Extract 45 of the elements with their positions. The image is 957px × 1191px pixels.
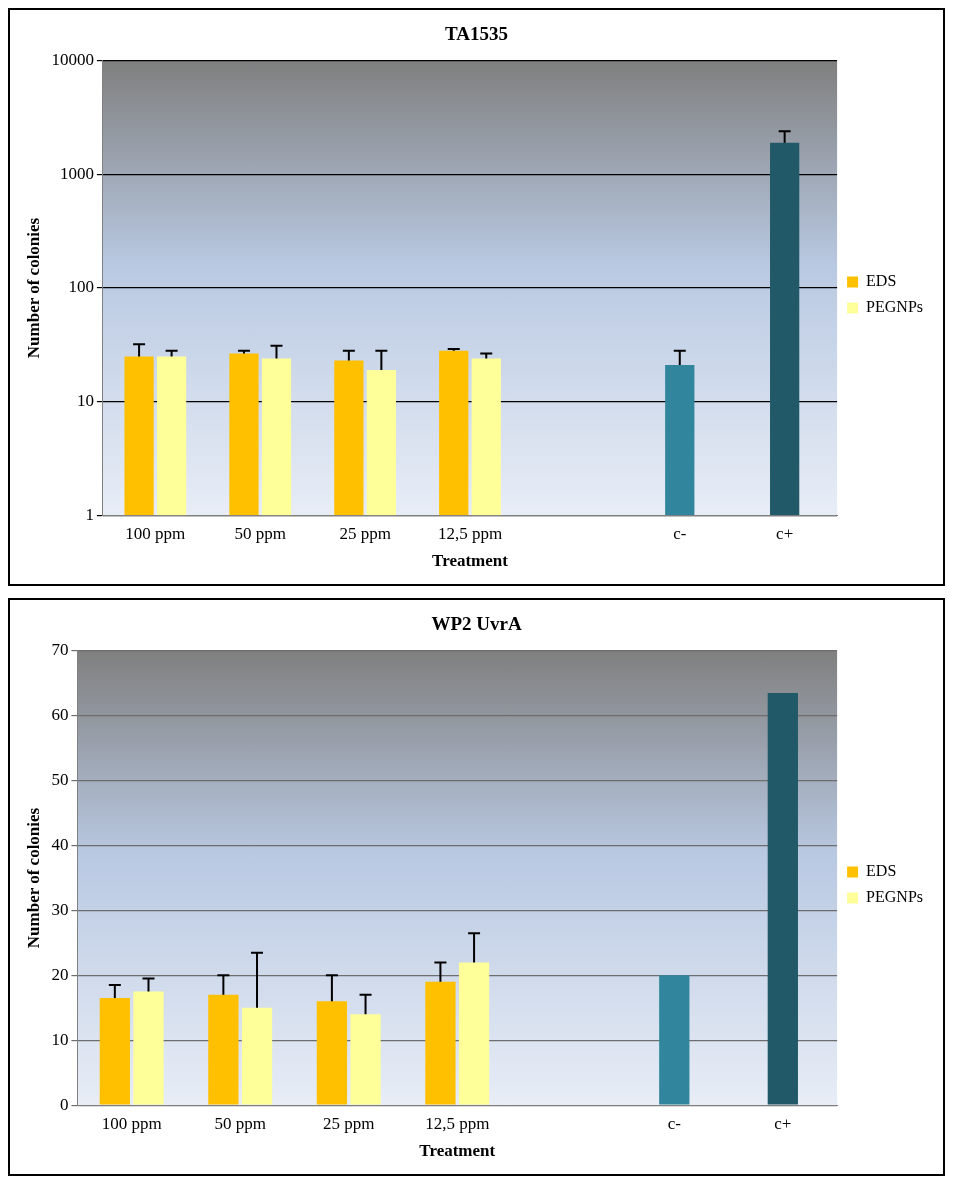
bar bbox=[350, 1014, 381, 1105]
x-tick-label: c- bbox=[673, 523, 687, 543]
legend-label: PEGNPs bbox=[866, 298, 923, 316]
y-tick-label: 60 bbox=[51, 705, 69, 725]
y-tick-label: 10000 bbox=[51, 50, 94, 70]
legend-label: PEGNPs bbox=[866, 888, 923, 906]
y-tick-label: 1 bbox=[85, 504, 94, 524]
x-tick-label: c+ bbox=[774, 1113, 792, 1133]
y-tick-label: 10 bbox=[76, 391, 94, 411]
x-axis-title: Treatment bbox=[419, 1141, 496, 1161]
y-tick-label: 40 bbox=[51, 835, 69, 855]
bar bbox=[425, 981, 456, 1105]
x-axis-title: Treatment bbox=[432, 551, 509, 571]
bar bbox=[133, 991, 164, 1105]
y-axis-title: Number of colonies bbox=[23, 217, 43, 359]
x-tick-label: 25 ppm bbox=[339, 523, 391, 543]
x-tick-label: 100 ppm bbox=[125, 523, 186, 543]
y-axis-title: Number of colonies bbox=[23, 807, 43, 949]
x-tick-label: 12,5 ppm bbox=[437, 523, 503, 543]
y-tick-label: 0 bbox=[59, 1094, 69, 1114]
x-tick-label: 50 ppm bbox=[214, 1113, 266, 1133]
bar bbox=[458, 962, 490, 1105]
y-tick-label: 10 bbox=[51, 1029, 69, 1049]
bar bbox=[208, 994, 239, 1105]
legend-label: EDS bbox=[866, 272, 897, 290]
y-tick-label: 30 bbox=[51, 899, 69, 919]
y-tick-label: 50 bbox=[51, 770, 69, 790]
y-tick-label: 100 bbox=[68, 277, 94, 297]
bar bbox=[241, 1007, 273, 1105]
x-tick-label: c+ bbox=[776, 523, 794, 543]
y-tick-label: 70 bbox=[51, 640, 69, 660]
x-tick-label: 50 ppm bbox=[234, 523, 286, 543]
x-tick-label: 100 ppm bbox=[101, 1113, 162, 1133]
bar bbox=[99, 998, 130, 1105]
legend-label: EDS bbox=[866, 862, 897, 880]
chart-title: TA1535 bbox=[445, 23, 508, 45]
y-tick-label: 20 bbox=[51, 964, 69, 984]
x-tick-label: 12,5 ppm bbox=[425, 1113, 490, 1133]
x-tick-label: c- bbox=[667, 1113, 682, 1133]
bar bbox=[659, 975, 690, 1105]
x-tick-label: 25 ppm bbox=[322, 1113, 375, 1133]
bar bbox=[316, 1001, 348, 1105]
y-tick-label: 1000 bbox=[59, 163, 94, 183]
chart-title: WP2 UvrA bbox=[431, 613, 522, 635]
bar bbox=[767, 692, 798, 1105]
